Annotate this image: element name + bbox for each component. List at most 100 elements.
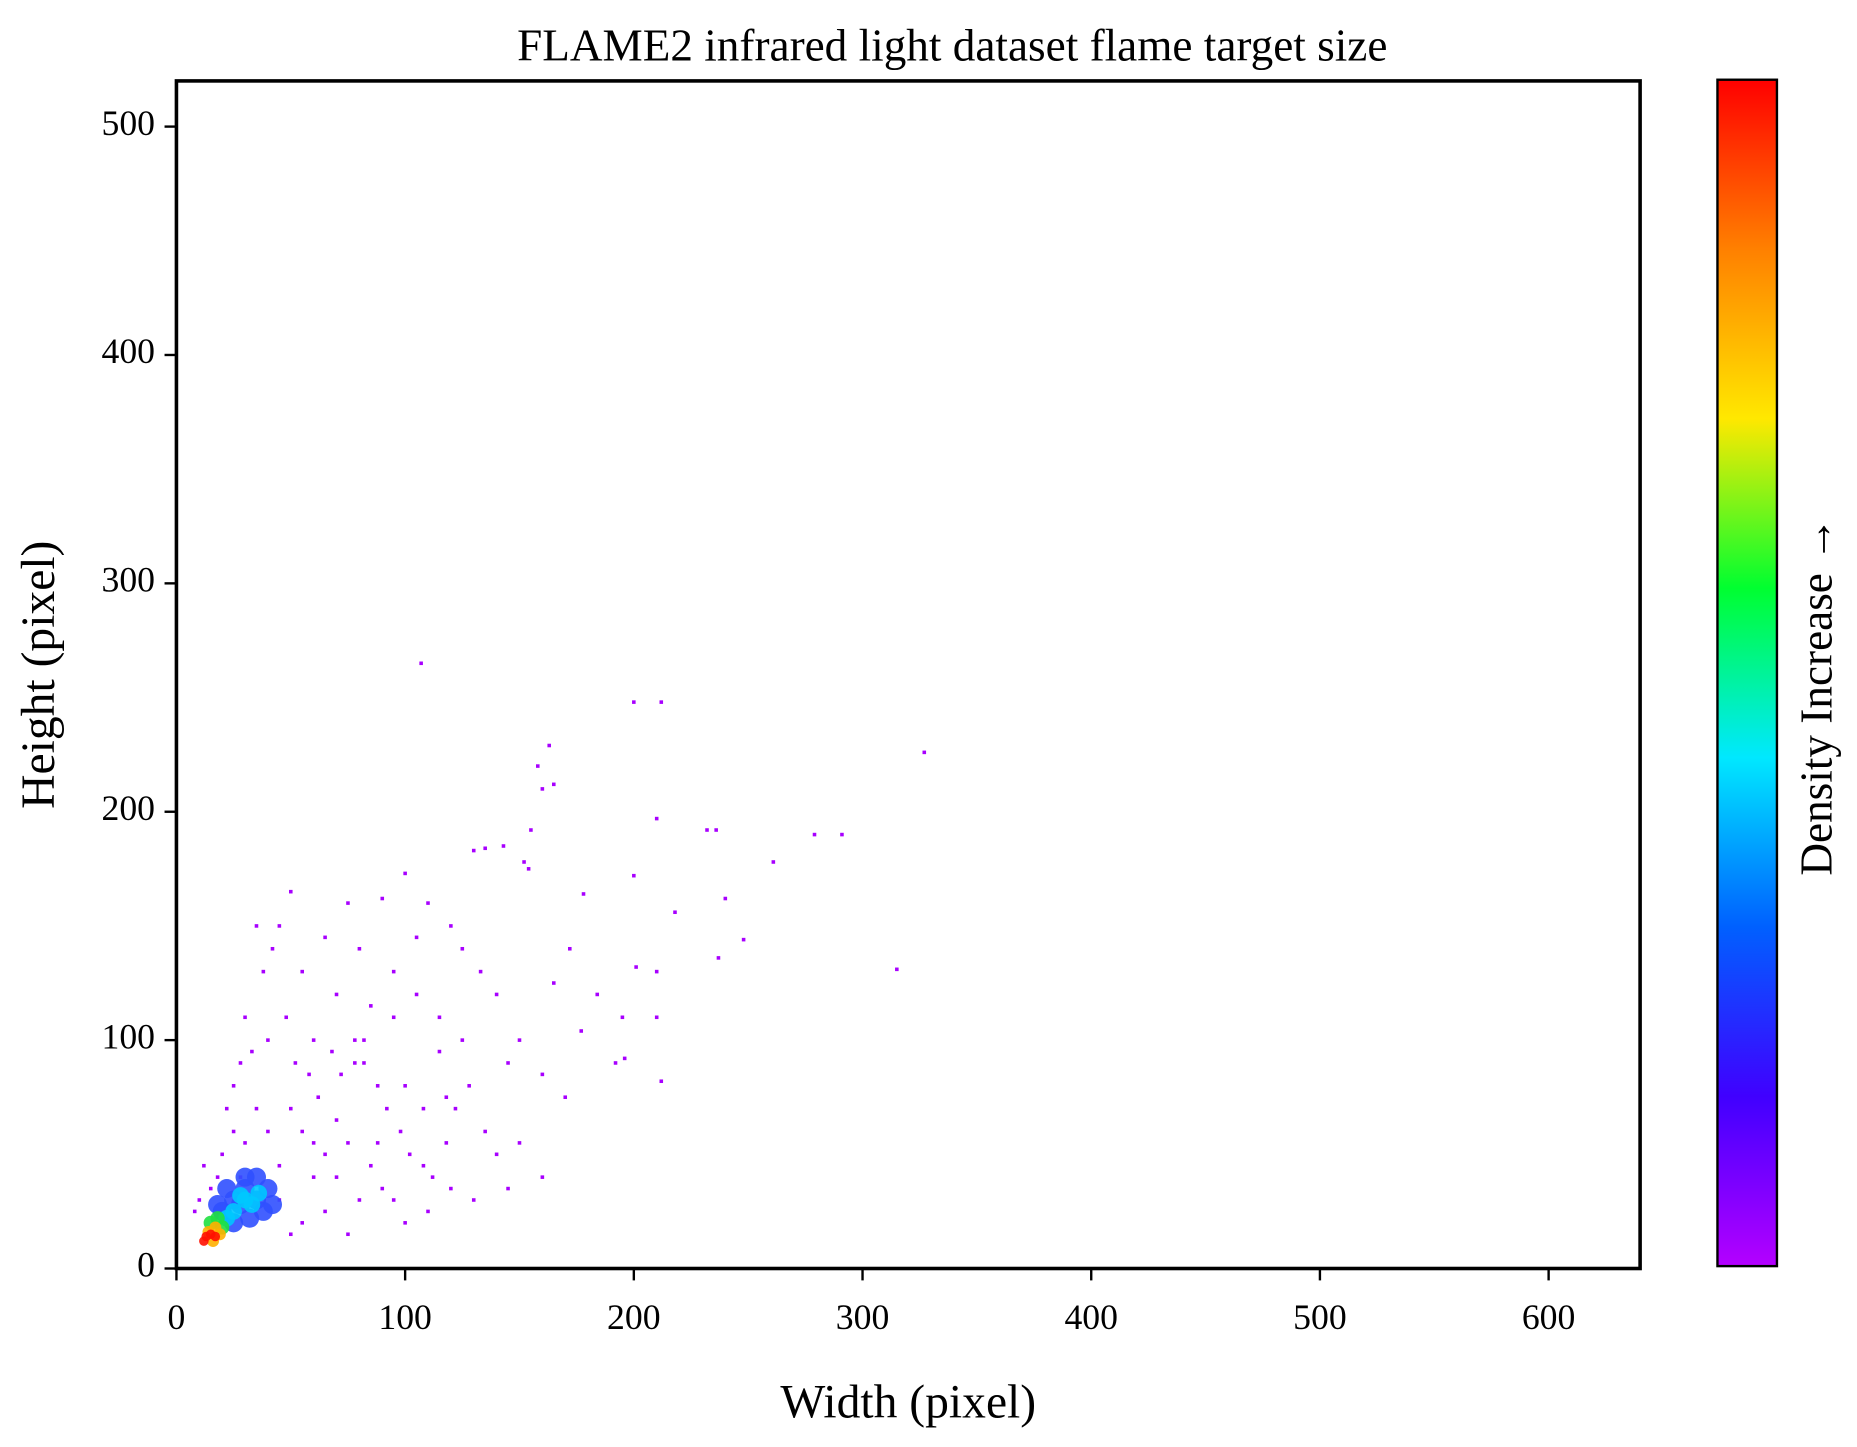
point bbox=[632, 873, 636, 878]
point bbox=[243, 1141, 247, 1145]
point bbox=[771, 860, 776, 864]
point bbox=[266, 1038, 270, 1042]
point bbox=[210, 1231, 221, 1242]
point bbox=[403, 1084, 407, 1088]
point bbox=[407, 1152, 412, 1157]
point bbox=[232, 1187, 249, 1204]
point bbox=[654, 969, 659, 974]
point bbox=[581, 892, 586, 896]
point bbox=[202, 1163, 206, 1168]
point bbox=[419, 661, 423, 666]
point bbox=[215, 1175, 220, 1179]
point bbox=[398, 1129, 403, 1134]
colorbar-label: Density Increase → bbox=[1791, 517, 1841, 876]
point bbox=[483, 1129, 487, 1134]
point bbox=[311, 1141, 316, 1145]
x-axis-label: Width (pixel) bbox=[780, 1376, 1036, 1428]
point bbox=[494, 1152, 499, 1157]
point bbox=[357, 1198, 362, 1202]
point bbox=[403, 871, 407, 876]
point bbox=[289, 1232, 293, 1237]
point bbox=[444, 1095, 449, 1100]
point bbox=[632, 700, 636, 704]
y-tick-label: 500 bbox=[101, 103, 155, 143]
point bbox=[437, 1049, 442, 1054]
point bbox=[517, 1038, 522, 1042]
point bbox=[568, 946, 572, 951]
point bbox=[563, 1095, 568, 1100]
point bbox=[654, 816, 659, 821]
point bbox=[254, 1106, 259, 1111]
point bbox=[208, 1186, 213, 1191]
point bbox=[380, 896, 385, 901]
point bbox=[243, 1015, 247, 1020]
point bbox=[501, 844, 506, 848]
point bbox=[270, 946, 275, 951]
point bbox=[362, 1061, 366, 1065]
point bbox=[471, 1198, 476, 1202]
y-tick-label: 0 bbox=[137, 1245, 155, 1285]
point bbox=[552, 782, 556, 787]
point bbox=[307, 1072, 311, 1077]
point bbox=[362, 1038, 366, 1042]
point bbox=[266, 1129, 270, 1134]
point bbox=[421, 1106, 426, 1111]
y-tick-label: 300 bbox=[101, 560, 155, 600]
point bbox=[353, 1061, 357, 1065]
point bbox=[334, 992, 339, 997]
point bbox=[330, 1049, 334, 1054]
point bbox=[723, 896, 728, 901]
point bbox=[741, 937, 746, 942]
point bbox=[238, 1061, 243, 1065]
point bbox=[293, 1061, 298, 1065]
point bbox=[231, 1129, 236, 1134]
point bbox=[654, 1015, 659, 1020]
point bbox=[714, 828, 718, 832]
point bbox=[300, 1221, 305, 1225]
point bbox=[323, 935, 327, 940]
point bbox=[246, 1167, 267, 1187]
point bbox=[659, 700, 664, 704]
point bbox=[540, 1175, 545, 1179]
point bbox=[391, 1198, 396, 1202]
point bbox=[323, 1209, 327, 1214]
point bbox=[421, 1163, 426, 1168]
x-tick-label: 0 bbox=[168, 1297, 186, 1337]
point bbox=[529, 828, 533, 832]
point bbox=[217, 1179, 237, 1199]
point bbox=[300, 969, 305, 974]
point bbox=[517, 1141, 522, 1145]
point bbox=[224, 1106, 229, 1111]
point bbox=[922, 750, 927, 755]
point bbox=[250, 1184, 268, 1202]
point bbox=[208, 1195, 228, 1215]
point bbox=[262, 1195, 283, 1215]
point bbox=[284, 1015, 289, 1020]
point bbox=[316, 1095, 321, 1100]
point bbox=[449, 1186, 453, 1191]
point bbox=[334, 1118, 339, 1122]
point bbox=[380, 1186, 385, 1191]
point bbox=[478, 969, 483, 974]
x-tick-label: 500 bbox=[1293, 1297, 1347, 1337]
x-tick-label: 100 bbox=[378, 1297, 432, 1337]
point bbox=[540, 787, 545, 791]
x-tick-label: 400 bbox=[1064, 1297, 1118, 1337]
point bbox=[449, 924, 453, 928]
point bbox=[289, 1106, 293, 1111]
point bbox=[375, 1084, 380, 1088]
chart-title: FLAME2 infrared light dataset flame targ… bbox=[517, 20, 1387, 70]
point bbox=[375, 1141, 380, 1145]
x-tick-label: 200 bbox=[607, 1297, 661, 1337]
point bbox=[414, 992, 419, 997]
point bbox=[659, 1079, 664, 1084]
point bbox=[613, 1061, 618, 1065]
point bbox=[346, 1232, 350, 1237]
point bbox=[494, 992, 499, 997]
point bbox=[622, 1056, 627, 1061]
point bbox=[430, 1175, 435, 1179]
point bbox=[346, 1141, 350, 1145]
point bbox=[357, 946, 362, 951]
point bbox=[812, 832, 817, 837]
